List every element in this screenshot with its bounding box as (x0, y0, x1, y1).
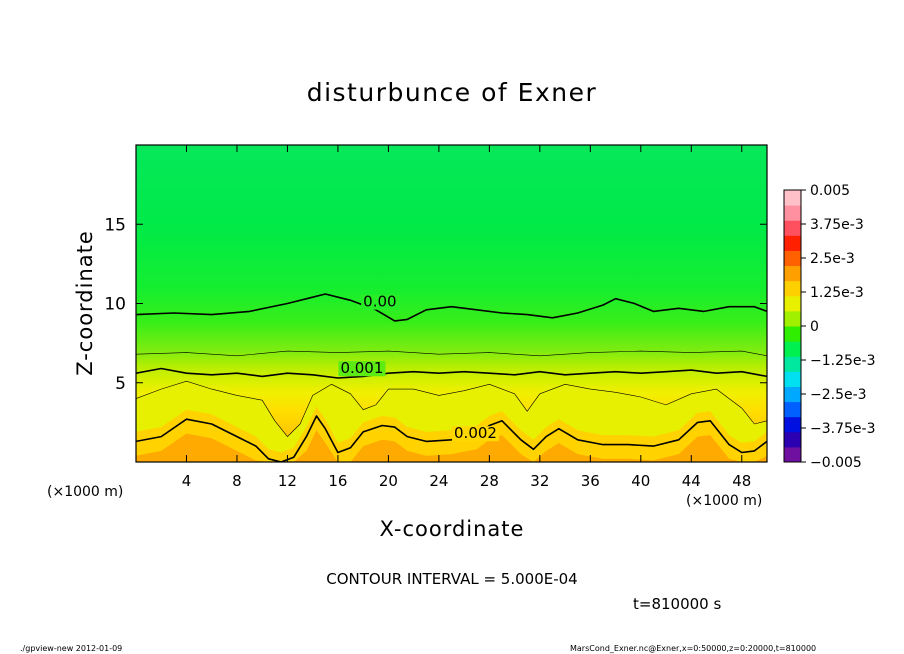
x-unit-left: (×1000 m) (47, 484, 123, 500)
colorbar-label: −0.005 (810, 455, 862, 471)
contour-line (136, 367, 767, 379)
colorbar-label: −3.75e-3 (810, 421, 875, 437)
x-tick-label: 36 (581, 472, 600, 490)
colorbar: 0.005 3.75e-3 2.5e-3 1.25e-3 0 −1.25e-3 −2.5e-… (783, 183, 875, 471)
x-tick-label: 44 (682, 472, 701, 490)
contour-label: 0.002 (454, 424, 497, 442)
colorbar-swatch (784, 431, 801, 448)
colorbar-swatch (784, 446, 801, 463)
field-bumps (136, 381, 767, 462)
chart-title: disturbunce of Exner (307, 78, 598, 107)
colorbar-label: −1.25e-3 (810, 353, 875, 369)
colorbar-swatch (784, 416, 801, 433)
footer-left: ./gpview-new 2012-01-09 (20, 644, 122, 653)
contour-label: 0.00 (363, 293, 396, 311)
time-label: t=810000 s (633, 595, 721, 613)
footer-right: MarsCond_Exner.nc@Exner,x=0:50000,z=0:20… (570, 644, 816, 653)
contour-line (136, 415, 767, 462)
contour-line (136, 293, 767, 322)
contour-line (136, 380, 767, 437)
y-axis-label: Z-coordinate (73, 230, 97, 376)
colorbar-label: 1.25e-3 (810, 285, 864, 301)
x-tick-label: 48 (732, 472, 751, 490)
colorbar-swatch (784, 250, 801, 267)
colorbar-swatch (784, 356, 801, 372)
colorbar-label: 3.75e-3 (810, 217, 864, 233)
colorbar-swatch (784, 220, 801, 236)
contour-label-bg (361, 294, 400, 310)
x-tick-label: 16 (328, 472, 347, 490)
field-band-bottom (136, 430, 767, 462)
colorbar-label: −2.5e-3 (810, 387, 867, 403)
colorbar-swatch (784, 190, 801, 206)
colorbar-swatch (784, 205, 801, 221)
colorbar-swatch (784, 371, 801, 387)
x-tick-label: 40 (631, 472, 650, 490)
contour-label-bg (338, 361, 386, 377)
colorbar-swatch (784, 401, 801, 418)
colorbar-swatch (784, 326, 801, 342)
colorbar-swatch (784, 235, 801, 251)
y-tick-label: 5 (115, 374, 126, 394)
y-tick-label: 15 (104, 215, 126, 235)
colorbar-swatch (784, 341, 801, 357)
colorbar-swatch (784, 295, 801, 312)
x-tick-label: 28 (480, 472, 499, 490)
x-tick-label: 4 (182, 472, 192, 490)
contour-lines: 0.00 0.001 0.002 (136, 293, 767, 462)
x-axis-label: X-coordinate (380, 517, 525, 541)
x-tick-label: 32 (530, 472, 549, 490)
colorbar-swatch (784, 386, 801, 403)
colorbar-swatch (784, 280, 801, 297)
plot-area: 0.00 0.001 0.002 (136, 145, 767, 462)
contour-label-bg (452, 426, 500, 442)
colorbar-swatch (784, 310, 801, 327)
contour-line (136, 350, 767, 357)
field-band-low (136, 416, 767, 462)
x-axis: 4 8 12 16 20 24 28 32 36 40 44 48 (182, 145, 751, 490)
x-tick-label: 20 (379, 472, 398, 490)
x-tick-label: 24 (429, 472, 448, 490)
x-tick-label: 12 (278, 472, 297, 490)
x-tick-label: 8 (232, 472, 242, 490)
colorbar-label: 2.5e-3 (810, 251, 855, 267)
colorbar-label: 0.005 (810, 183, 850, 199)
contour-label: 0.001 (340, 359, 383, 377)
y-tick-label: 10 (104, 295, 126, 315)
colorbar-label: 0 (810, 319, 819, 335)
contour-interval: CONTOUR INTERVAL = 5.000E-04 (326, 570, 577, 588)
x-unit-right: (×1000 m) (686, 493, 762, 509)
y-axis: 5 10 15 (104, 215, 767, 394)
colorbar-swatch (784, 265, 801, 282)
